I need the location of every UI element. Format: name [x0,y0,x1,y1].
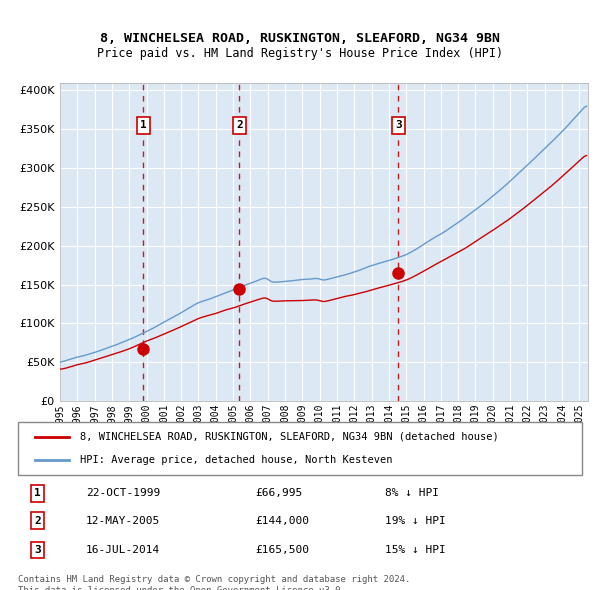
Text: 1: 1 [140,120,146,130]
Text: 8% ↓ HPI: 8% ↓ HPI [385,489,439,498]
Text: £165,500: £165,500 [255,545,309,555]
Text: 1: 1 [34,489,41,498]
Text: £144,000: £144,000 [255,516,309,526]
Text: 3: 3 [395,120,401,130]
Text: £66,995: £66,995 [255,489,302,498]
Text: Price paid vs. HM Land Registry's House Price Index (HPI): Price paid vs. HM Land Registry's House … [97,47,503,60]
Text: Contains HM Land Registry data © Crown copyright and database right 2024.
This d: Contains HM Land Registry data © Crown c… [18,575,410,590]
Text: 19% ↓ HPI: 19% ↓ HPI [385,516,445,526]
Text: 12-MAY-2005: 12-MAY-2005 [86,516,160,526]
Text: 2: 2 [236,120,243,130]
Text: 16-JUL-2014: 16-JUL-2014 [86,545,160,555]
Text: HPI: Average price, detached house, North Kesteven: HPI: Average price, detached house, Nort… [80,455,392,465]
Text: 8, WINCHELSEA ROAD, RUSKINGTON, SLEAFORD, NG34 9BN: 8, WINCHELSEA ROAD, RUSKINGTON, SLEAFORD… [100,32,500,45]
Text: 8, WINCHELSEA ROAD, RUSKINGTON, SLEAFORD, NG34 9BN (detached house): 8, WINCHELSEA ROAD, RUSKINGTON, SLEAFORD… [80,432,499,442]
Text: 3: 3 [34,545,41,555]
FancyBboxPatch shape [18,422,582,475]
Text: 2: 2 [34,516,41,526]
Text: 15% ↓ HPI: 15% ↓ HPI [385,545,445,555]
Text: 22-OCT-1999: 22-OCT-1999 [86,489,160,498]
